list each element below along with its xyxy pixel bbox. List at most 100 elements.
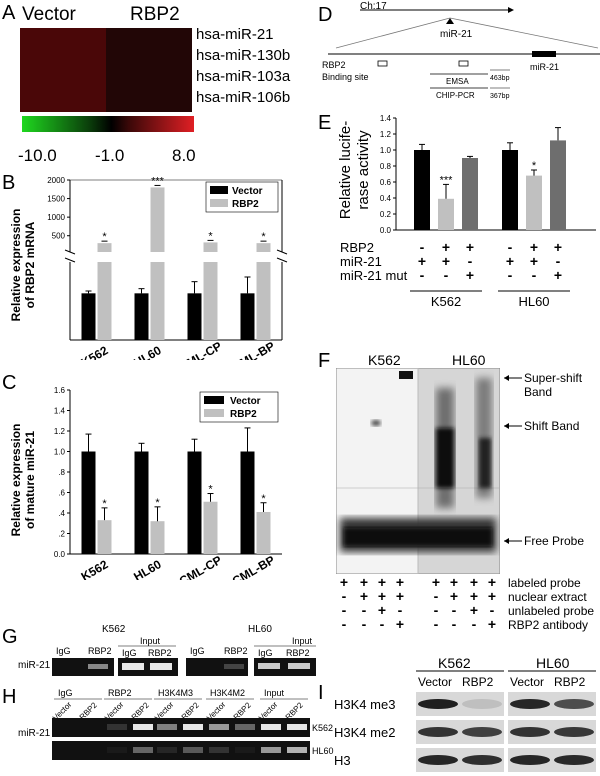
- h-band-hl60: [157, 747, 177, 753]
- i-band: [462, 727, 502, 737]
- panel-label-g: G: [2, 626, 18, 648]
- f-sign: +: [470, 602, 478, 618]
- h-band-k562: [107, 724, 127, 730]
- heatmap-row-2: hsa-miR-130b: [196, 47, 291, 64]
- g-lane-label: IgG: [122, 648, 137, 658]
- h-band-k562: [133, 724, 153, 730]
- i-row-label: H3K4 me3: [334, 697, 395, 712]
- b-significance: *: [261, 231, 266, 243]
- k562-supershift-band: [399, 371, 413, 379]
- h-band-hl60: [209, 747, 229, 753]
- i-band: [418, 755, 458, 765]
- e-group-label: HL60: [518, 294, 549, 309]
- c-ytick: .8: [58, 468, 65, 477]
- i-band: [554, 699, 594, 709]
- g-band-hl60-input-igg: [258, 663, 280, 669]
- c-ytick: .4: [58, 509, 65, 518]
- b-legend-label: RBP2: [232, 199, 259, 210]
- g-band-k562-input-igg: [122, 663, 144, 670]
- mir21-gene-box: [532, 51, 556, 57]
- b-ytick: 1500: [47, 195, 65, 204]
- i-lane-label: RBP2: [554, 675, 586, 689]
- i-band: [462, 755, 502, 765]
- b-bar-vector: [187, 293, 202, 340]
- g-lane-label: IgG: [190, 646, 205, 656]
- c-bar-vector: [134, 451, 149, 554]
- i-band: [510, 727, 550, 737]
- f-row-label: nuclear extract: [508, 590, 587, 604]
- e-sign: +: [442, 239, 450, 255]
- e-sign: -: [532, 267, 537, 283]
- chip-gel-g: K562 HL60 Input Input IgG RBP2 IgG RBP2 IgG R…: [18, 624, 316, 676]
- zoom-line-right: [449, 17, 599, 49]
- c-bar-vector: [187, 451, 202, 554]
- f-sign: +: [378, 574, 386, 590]
- free-probe-core: [344, 528, 492, 546]
- b-xtick: CML-CP: [177, 339, 224, 360]
- e-ytick: 0.6: [380, 178, 392, 187]
- f-sign: +: [432, 574, 440, 590]
- bp2-label: 367bp: [490, 93, 510, 100]
- b-bar-vector: [81, 293, 96, 340]
- heatmap-rbp2-cells: [106, 28, 192, 112]
- emsa-condition-table: + + + + + + + + labeled probe- + + + - + + + nuclear ext…: [340, 574, 594, 632]
- i-band: [510, 699, 550, 709]
- i-band: [554, 727, 594, 737]
- heatmap-color-scale: [22, 116, 194, 132]
- h-group-label: H3K4M2: [210, 688, 245, 698]
- f-row-label: unlabeled probe: [508, 604, 594, 618]
- b-legend-label: Vector: [232, 186, 263, 197]
- c-significance: *: [155, 497, 160, 509]
- c-significance: *: [261, 493, 266, 505]
- f-sign: -: [434, 616, 439, 632]
- e-row-label: RBP2: [340, 240, 374, 255]
- chart-c: Relative expressionof mature miR-21 1.6 1…: [9, 386, 282, 580]
- rbp2-binding-site-box: [377, 60, 388, 67]
- e-sign: +: [506, 253, 514, 269]
- f-sign: -: [342, 616, 347, 632]
- heatmap-row-1: hsa-miR-21: [196, 26, 274, 43]
- f-sign: -: [434, 602, 439, 618]
- c-xtick: HL60: [131, 557, 164, 580]
- c-legend-label: Vector: [230, 396, 261, 407]
- b-bar-rbp2-lower: [97, 262, 112, 340]
- f-sign: +: [378, 602, 386, 618]
- g-group-hl60: HL60: [248, 624, 272, 635]
- f-sign: -: [342, 602, 347, 618]
- c-ytick: .6: [58, 489, 65, 498]
- chart-c-ylabel: Relative expressionof mature miR-21: [9, 424, 37, 537]
- b-xtick: K562: [79, 343, 111, 360]
- f-sign: -: [434, 588, 439, 604]
- panel-label-h: H: [2, 686, 17, 708]
- i-row-label: H3: [334, 753, 351, 768]
- emsa-arrows: Super-shift Band Shift Band Free Probe: [504, 371, 584, 548]
- e-sign: +: [442, 253, 450, 269]
- chromosome-arrow: [508, 7, 514, 13]
- b-significance: ***: [151, 175, 165, 187]
- scale-label-max: 8.0: [172, 146, 196, 165]
- scale-label-mid: -1.0: [95, 146, 125, 165]
- e-sign: +: [530, 253, 538, 269]
- c-bar-rbp2: [150, 521, 165, 554]
- panel-label-i: I: [318, 682, 324, 704]
- g-input-k562: Input: [140, 636, 161, 646]
- e-sign: -: [420, 239, 425, 255]
- c-ytick: 1.6: [54, 386, 66, 395]
- b-bar-rbp2-upper: [150, 187, 165, 252]
- c-bar-rbp2: [256, 511, 271, 554]
- chart-c-legend: Vector RBP2: [199, 391, 279, 423]
- hl60-shift-band-1: [436, 428, 454, 488]
- hl60-shift-band-2: [479, 438, 491, 488]
- c-bar-vector: [81, 451, 96, 554]
- g-lane-label: RBP2: [224, 646, 248, 656]
- b-significance: *: [102, 231, 107, 243]
- f-sign: +: [396, 616, 404, 632]
- f-sign: +: [360, 588, 368, 604]
- heatmap-col-rbp2: RBP2: [130, 4, 180, 25]
- g-band-hl60-input-rbp2: [288, 663, 310, 669]
- f-sign: -: [362, 616, 367, 632]
- e-bar: [462, 158, 478, 230]
- c-xtick: CML-BP: [230, 553, 277, 580]
- h-band-k562: [183, 724, 203, 730]
- chart-e-ylabel-line2: rase activity: [355, 130, 372, 210]
